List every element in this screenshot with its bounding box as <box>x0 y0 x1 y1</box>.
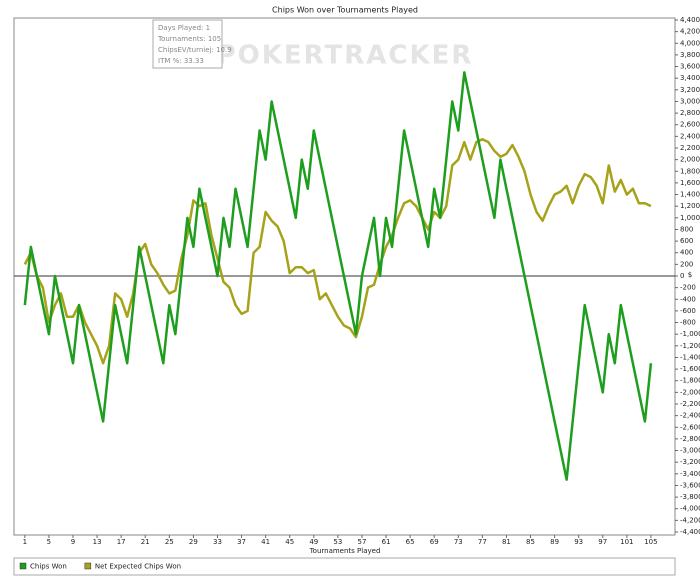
x-tick-label: 53 <box>333 538 342 546</box>
y-tick-label: -600 <box>680 307 696 315</box>
y-tick-label: -3,600 <box>680 481 700 489</box>
y-tick-label: -3,200 <box>680 458 700 466</box>
x-tick-label: 69 <box>430 538 439 546</box>
x-axis-label: Tournaments Played <box>309 547 381 555</box>
y-tick-label: -200 <box>680 284 696 292</box>
legend-swatch <box>19 562 27 570</box>
chart-title: Chips Won over Tournaments Played <box>272 6 418 15</box>
info-text: Tournaments: 105 <box>157 35 221 43</box>
x-tick-label: 81 <box>502 538 511 546</box>
y-tick-label: -1,800 <box>680 377 700 385</box>
y-tick-label: -2,000 <box>680 388 700 396</box>
y-tick-label: 1,000 <box>680 214 700 222</box>
y-tick-label: 3,400 <box>680 74 700 82</box>
y-tick-label: 3,200 <box>680 86 700 94</box>
y-tick-label: 4,200 <box>680 28 700 36</box>
x-tick-label: 85 <box>526 538 535 546</box>
y-tick-label: -1,400 <box>680 353 700 361</box>
y-tick-label: -2,400 <box>680 412 700 420</box>
legend-frame <box>13 557 676 576</box>
x-tick-label: 97 <box>598 538 607 546</box>
y-tick-label: -4,400 <box>680 528 700 536</box>
legend-swatch <box>84 562 92 570</box>
x-tick-label: 37 <box>237 538 246 546</box>
x-tick-label: 89 <box>550 538 559 546</box>
x-tick-label: 25 <box>165 538 174 546</box>
x-tick-label: 93 <box>574 538 583 546</box>
info-box <box>152 19 223 69</box>
x-tick-label: 49 <box>309 538 318 546</box>
x-tick-label: 73 <box>454 538 463 546</box>
y-tick-label: -4,200 <box>680 516 700 524</box>
x-tick-label: 101 <box>620 538 633 546</box>
x-tick-label: 57 <box>357 538 366 546</box>
y-tick-label: -800 <box>680 319 696 327</box>
info-text: ChipsEV/turniej: 10.9 <box>158 46 232 54</box>
y-tick-label: 2,600 <box>680 121 700 129</box>
legend-label: Chips Won <box>30 563 67 571</box>
y-tick-label: 1,200 <box>680 202 700 210</box>
x-tick-label: 65 <box>406 538 415 546</box>
y-tick-label: -1,200 <box>680 342 700 350</box>
y-tick-label: 1,400 <box>680 191 700 199</box>
info-text: Days Played: 1 <box>158 24 210 32</box>
y-tick-label: 3,000 <box>680 97 700 105</box>
y-tick-label: -3,000 <box>680 447 700 455</box>
y-tick-label: 1,600 <box>680 179 700 187</box>
y-tick-label: -3,800 <box>680 493 700 501</box>
x-tick-label: 29 <box>189 538 198 546</box>
x-tick-label: 77 <box>478 538 487 546</box>
y-tick-label: 200 <box>680 260 693 268</box>
series-line <box>23 71 653 481</box>
y-tick-label: -1,600 <box>680 365 700 373</box>
y-tick-label: 800 <box>680 225 693 233</box>
x-tick-label: 9 <box>71 538 75 546</box>
watermark: POKERTRACKER <box>217 41 474 71</box>
x-tick-label: 45 <box>285 538 294 546</box>
info-text: ITM %: 33.33 <box>158 57 204 65</box>
y-tick-label: -3,400 <box>680 470 700 478</box>
y-tick-label: 3,800 <box>680 51 700 59</box>
y-tick-label: -400 <box>680 295 696 303</box>
y-tick-label: -2,200 <box>680 400 700 408</box>
y-tick-label: 1,800 <box>680 167 700 175</box>
x-tick-label: 21 <box>141 538 150 546</box>
y-tick-label: 2,400 <box>680 132 700 140</box>
y-tick-label: 600 <box>680 237 693 245</box>
y-tick-label: 3,600 <box>680 63 700 71</box>
y-tick-label: -2,600 <box>680 423 700 431</box>
y-tick-label: 4,400 <box>680 16 700 24</box>
y-tick-label: -4,000 <box>680 505 700 513</box>
y-tick-label: 0 <box>680 272 684 280</box>
x-tick-label: 61 <box>382 538 391 546</box>
x-tick-label: 41 <box>261 538 270 546</box>
y-axis-label: $ <box>688 271 692 279</box>
y-tick-label: -2,800 <box>680 435 700 443</box>
x-tick-label: 105 <box>644 538 657 546</box>
y-tick-label: 2,000 <box>680 156 700 164</box>
y-tick-label: 2,200 <box>680 144 700 152</box>
x-tick-label: 33 <box>213 538 222 546</box>
y-tick-label: 2,800 <box>680 109 700 117</box>
x-tick-label: 5 <box>47 538 51 546</box>
x-tick-label: 1 <box>23 538 27 546</box>
x-tick-label: 13 <box>93 538 102 546</box>
y-tick-label: 400 <box>680 249 693 257</box>
y-tick-label: -1,000 <box>680 330 700 338</box>
series-line <box>23 138 652 365</box>
y-tick-label: 4,000 <box>680 39 700 47</box>
legend-label: Net Expected Chips Won <box>95 563 181 571</box>
x-tick-label: 17 <box>117 538 126 546</box>
